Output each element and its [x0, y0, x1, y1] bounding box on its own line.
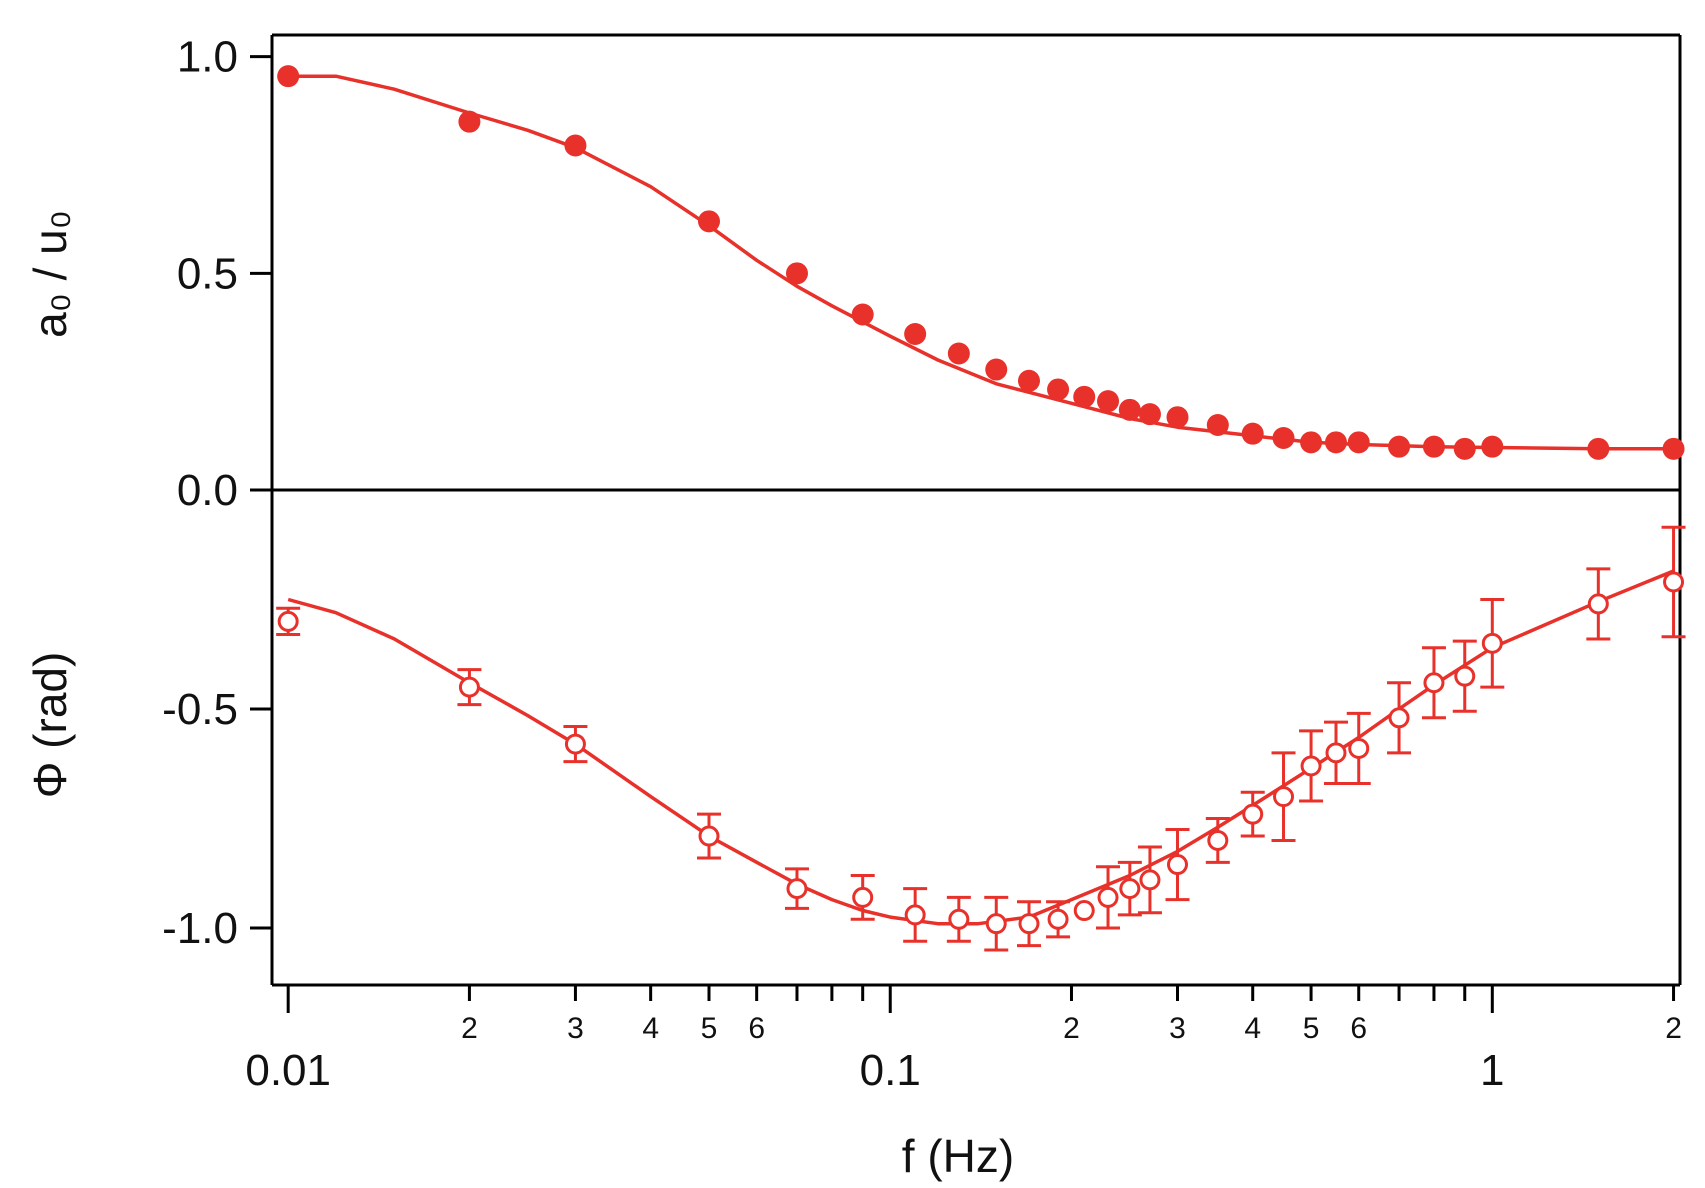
x-major-tick-label: 0.01	[245, 1046, 331, 1095]
phase-data-point	[1587, 593, 1609, 615]
y-tick-label-amplitude: 0.0	[177, 466, 238, 515]
amplitude-data-point	[458, 110, 481, 133]
x-minor-tick-label: 4	[1244, 1012, 1261, 1045]
x-minor-tick-label: 2	[1665, 1012, 1682, 1045]
x-minor-tick-label: 3	[567, 1012, 584, 1045]
phase-data-point	[1073, 900, 1095, 922]
amplitude-data-point	[985, 358, 1008, 381]
phase-data-point	[1663, 571, 1685, 593]
amplitude-fit-line	[288, 74, 1674, 451]
amplitude-data-point	[1347, 431, 1370, 454]
phase-data-point	[1207, 829, 1229, 851]
amplitude-data-point	[564, 134, 587, 157]
amplitude-data-point	[851, 303, 874, 326]
plot-frame	[270, 33, 1682, 987]
phase-data-point	[985, 913, 1007, 935]
amplitude-data-point	[1206, 414, 1229, 436]
amplitude-data-point	[277, 65, 300, 88]
amplitude-data-point	[1017, 369, 1040, 392]
x-minor-tick-label: 5	[1303, 1012, 1320, 1045]
amplitude-data-point	[698, 210, 721, 233]
x-major-tick-label: 0.1	[860, 1046, 921, 1095]
phase-data-point	[904, 904, 926, 926]
phase-data-point	[1325, 742, 1347, 764]
phase-data-point	[1119, 878, 1141, 900]
y-tick-label-phase: -1.0	[162, 904, 238, 953]
phase-data-point	[1273, 786, 1295, 808]
phase-data-point	[277, 610, 299, 632]
amplitude-data-point	[1241, 422, 1264, 445]
amplitude-data-point	[1422, 435, 1445, 458]
error-bars	[276, 525, 1686, 952]
phase-data-point	[564, 733, 586, 755]
phase-data-point	[1097, 886, 1119, 908]
x-minor-tick-label: 2	[1063, 1012, 1080, 1045]
amplitude-data-point	[1118, 398, 1141, 421]
phase-data-point	[1300, 755, 1322, 777]
phase-data-point	[1047, 908, 1069, 930]
fit-curves	[287, 74, 1675, 926]
x-minor-tick-label: 6	[748, 1012, 765, 1045]
amplitude-data-point	[1166, 406, 1189, 429]
phase-data-point	[1018, 913, 1040, 935]
y-tick-label-phase: -0.5	[162, 685, 238, 734]
amplitude-data-point	[1073, 385, 1096, 408]
amplitude-data-point	[1481, 435, 1504, 458]
x-minor-tick-label: 3	[1169, 1012, 1186, 1045]
phase-fit-line	[287, 569, 1675, 926]
amplitude-data-point	[1587, 437, 1610, 460]
x-minor-tick-label: 4	[642, 1012, 659, 1045]
amplitude-data-point	[1300, 431, 1323, 454]
phase-data-point	[1423, 672, 1445, 694]
x-axis-title: f (Hz)	[902, 1130, 1014, 1182]
amplitude-data-point	[1388, 435, 1411, 458]
y-axis-title-amplitude: a₀ / u₀	[24, 210, 76, 338]
phase-data-point	[1348, 737, 1370, 759]
amplitude-data-point	[1097, 390, 1120, 413]
phase-data-point	[948, 908, 970, 930]
phase-data-point	[1166, 854, 1188, 876]
phase-data-point	[1454, 665, 1476, 687]
data-points	[277, 65, 1685, 935]
phase-data-point	[852, 886, 874, 908]
amplitude-data-point	[1272, 427, 1295, 449]
amplitude-data-point	[1453, 437, 1476, 460]
y-tick-label-amplitude: 1.0	[177, 33, 238, 82]
amplitude-data-point	[1138, 403, 1161, 426]
x-major-tick-label: 1	[1480, 1046, 1504, 1095]
x-minor-tick-label: 6	[1350, 1012, 1367, 1045]
amplitude-data-point	[1324, 431, 1347, 454]
amplitude-data-point	[904, 323, 927, 345]
amplitude-data-point	[947, 342, 970, 365]
phase-data-point	[1242, 803, 1264, 825]
phase-data-point	[458, 676, 480, 698]
phase-data-point	[698, 825, 720, 847]
phase-data-point	[1388, 707, 1410, 729]
y-tick-label-amplitude: 0.5	[177, 249, 238, 298]
x-minor-tick-label: 2	[461, 1012, 478, 1045]
amplitude-data-point	[1662, 437, 1685, 460]
x-minor-tick-label: 5	[701, 1012, 718, 1045]
amplitude-data-point	[785, 262, 808, 285]
phase-data-point	[1139, 869, 1161, 891]
y-axis-title-phase: Φ (rad)	[24, 652, 76, 799]
amplitude-data-point	[1047, 378, 1070, 401]
phase-data-point	[1481, 632, 1503, 654]
phase-data-point	[786, 878, 808, 900]
axis-ticks: 0.00.51.0-0.5-1.00.01 0.1 12 3 4 5 6 2 3 4 5 6 2	[162, 33, 1682, 1095]
